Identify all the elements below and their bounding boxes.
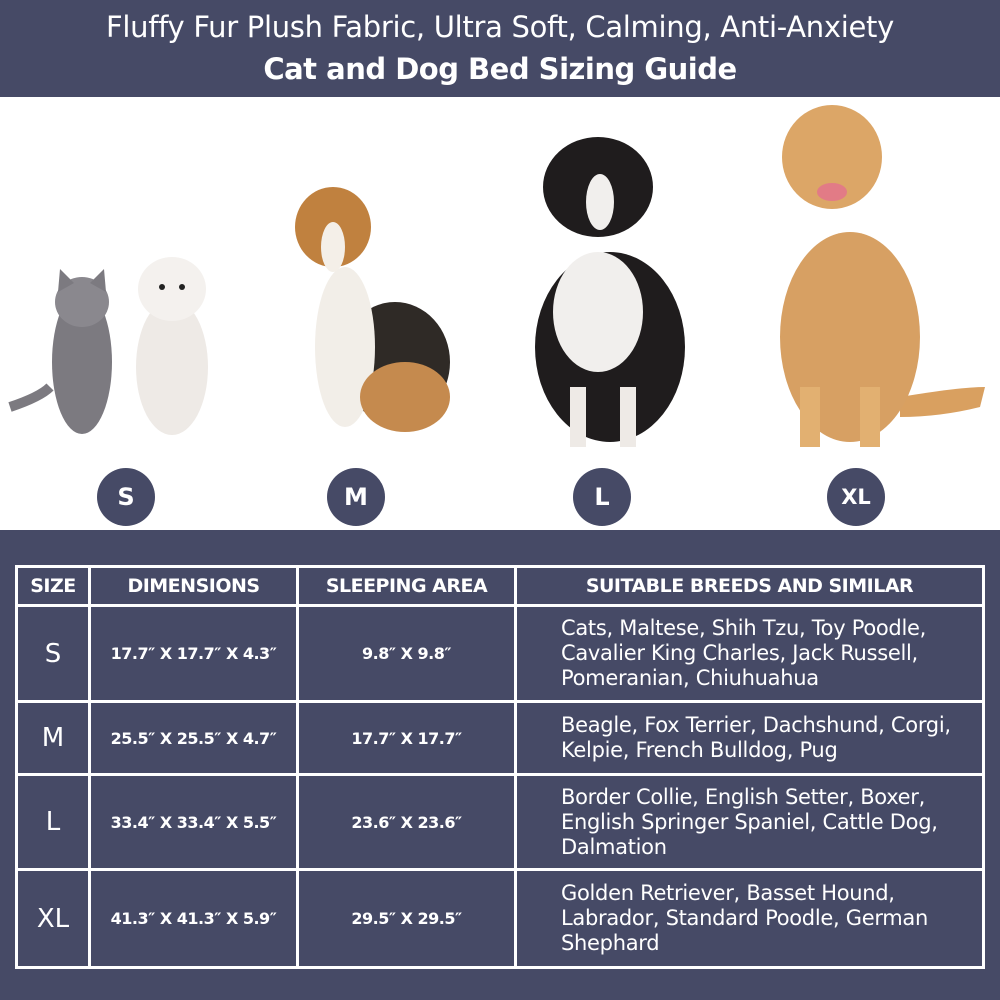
table-row: L 33.4″ X 33.4″ X 5.5″ 23.6″ X 23.6″ Bor…: [15, 773, 985, 871]
border-collie-image: [535, 137, 685, 447]
table-header-row: SIZE DIMENSIONS SLEEPING AREA SUITABLE B…: [15, 565, 985, 607]
size-badge-l: L: [573, 468, 631, 526]
sleeping-area-cell: 17.7″ X 17.7″: [296, 700, 517, 776]
column-header-breeds: SUITABLE BREEDS AND SIMILAR: [514, 565, 985, 607]
column-header-sleeping-area: SLEEPING AREA: [296, 565, 517, 607]
header-banner: Fluffy Fur Plush Fabric, Ultra Soft, Cal…: [0, 0, 1000, 97]
size-cell: S: [15, 604, 91, 703]
size-cell: L: [15, 773, 91, 871]
title: Cat and Dog Bed Sizing Guide: [263, 52, 737, 86]
breeds-cell: Border Collie, English Setter, Boxer, En…: [514, 773, 985, 871]
breeds-cell: Golden Retriever, Basset Hound, Labrador…: [514, 868, 985, 969]
maltese-image: [136, 257, 208, 435]
column-header-dimensions: DIMENSIONS: [88, 565, 299, 607]
animals-photo: [0, 97, 1000, 530]
size-badge-m: M: [327, 468, 385, 526]
size-badge-s: S: [97, 468, 155, 526]
column-header-size: SIZE: [15, 565, 91, 607]
cat-image: [8, 269, 112, 434]
breeds-cell: Cats, Maltese, Shih Tzu, Toy Poodle, Cav…: [514, 604, 985, 703]
dimensions-cell: 33.4″ X 33.4″ X 5.5″: [88, 773, 299, 871]
subtitle: Fluffy Fur Plush Fabric, Ultra Soft, Cal…: [106, 10, 894, 44]
dimensions-cell: 25.5″ X 25.5″ X 4.7″: [88, 700, 299, 776]
sleeping-area-cell: 23.6″ X 23.6″: [296, 773, 517, 871]
breeds-cell: Beagle, Fox Terrier, Dachshund, Corgi, K…: [514, 700, 985, 776]
beagle-image: [295, 187, 450, 432]
dimensions-cell: 41.3″ X 41.3″ X 5.9″: [88, 868, 299, 969]
dimensions-cell: 17.7″ X 17.7″ X 4.3″: [88, 604, 299, 703]
sleeping-area-cell: 29.5″ X 29.5″: [296, 868, 517, 969]
size-badge-xl: XL: [827, 468, 885, 526]
size-cell: XL: [15, 868, 91, 969]
size-cell: M: [15, 700, 91, 776]
sleeping-area-cell: 9.8″ X 9.8″: [296, 604, 517, 703]
table-row: S 17.7″ X 17.7″ X 4.3″ 9.8″ X 9.8″ Cats,…: [15, 604, 985, 703]
table-row: XL 41.3″ X 41.3″ X 5.9″ 29.5″ X 29.5″ Go…: [15, 868, 985, 969]
table-row: M 25.5″ X 25.5″ X 4.7″ 17.7″ X 17.7″ Bea…: [15, 700, 985, 776]
sizing-table: SIZE DIMENSIONS SLEEPING AREA SUITABLE B…: [15, 565, 985, 969]
golden-retriever-image: [780, 105, 985, 447]
